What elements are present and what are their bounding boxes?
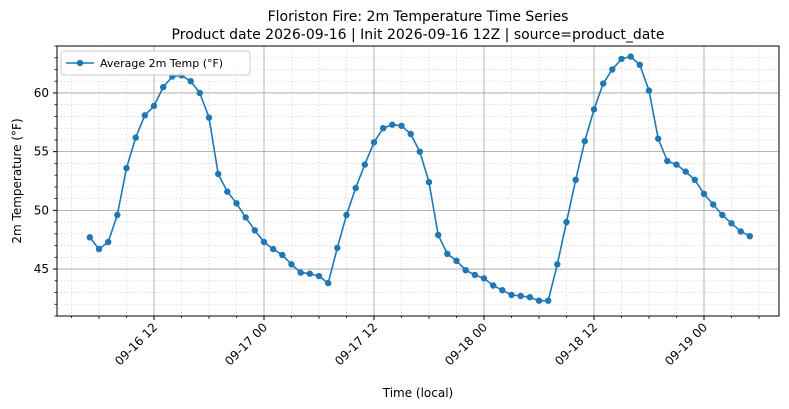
data-point xyxy=(728,220,735,227)
y-tick-label: 50 xyxy=(34,203,49,217)
data-point xyxy=(297,269,304,276)
data-point xyxy=(288,261,295,268)
data-point xyxy=(260,238,268,246)
chart-subtitle: Product date 2026-09-16 | Init 2026-09-1… xyxy=(172,27,665,43)
axis-ticks xyxy=(53,45,760,320)
data-point xyxy=(719,211,726,219)
data-point xyxy=(343,211,350,219)
data-point xyxy=(435,231,442,239)
data-point xyxy=(215,170,222,178)
data-point xyxy=(554,261,561,268)
data-point xyxy=(526,294,533,301)
data-point xyxy=(233,200,240,207)
data-point xyxy=(545,297,552,304)
major-gridlines xyxy=(57,46,779,316)
y-tick-label: 60 xyxy=(34,86,49,100)
data-point xyxy=(710,201,717,208)
data-point xyxy=(95,245,103,253)
data-point xyxy=(462,267,469,274)
data-point xyxy=(196,89,203,97)
data-point xyxy=(746,233,753,240)
data-point xyxy=(425,179,433,186)
data-point xyxy=(141,112,148,119)
data-point xyxy=(490,282,497,289)
data-point xyxy=(334,244,341,252)
data-point xyxy=(123,164,130,172)
data-point xyxy=(508,291,515,299)
x-tick-labels: 09-16 12 09-17 00 09-17 12 09-18 00 09-18 12… xyxy=(112,320,710,368)
data-point xyxy=(325,279,332,287)
data-point xyxy=(572,176,579,183)
data-point xyxy=(581,137,588,145)
data-point xyxy=(627,53,634,60)
data-point xyxy=(453,257,460,264)
data-point xyxy=(370,139,378,146)
data-point xyxy=(416,148,423,155)
data-point xyxy=(636,61,643,68)
y-axis-label: 2m Temperature (°F) xyxy=(10,118,24,243)
data-point xyxy=(499,287,506,294)
data-point xyxy=(150,102,158,110)
data-point xyxy=(279,251,286,259)
y-tick-label: 55 xyxy=(34,145,49,159)
data-point xyxy=(609,66,616,73)
data-point xyxy=(535,297,543,304)
x-tick-label: 09-16 12 xyxy=(112,320,160,368)
data-point xyxy=(645,87,653,94)
y-tick-label: 45 xyxy=(34,262,49,276)
x-axis-label: Time (local) xyxy=(382,386,454,400)
legend-box xyxy=(60,50,251,76)
data-point xyxy=(132,134,139,141)
data-point xyxy=(398,122,405,129)
data-point xyxy=(389,121,396,128)
data-point xyxy=(306,270,313,277)
data-point xyxy=(205,114,213,121)
data-point xyxy=(600,80,607,87)
data-point xyxy=(251,227,258,234)
chart-title: Floriston Fire: 2m Temperature Time Seri… xyxy=(268,9,569,25)
data-point xyxy=(242,214,249,221)
x-tick-label: 09-18 00 xyxy=(442,320,490,368)
legend: Average 2m Temp (°F) xyxy=(60,50,251,76)
data-point xyxy=(114,211,121,219)
y-tick-labels: 45 50 55 60 xyxy=(34,86,49,276)
x-tick-label: 09-17 00 xyxy=(222,320,270,368)
data-point xyxy=(407,130,414,138)
data-point xyxy=(160,83,167,91)
data-point xyxy=(673,161,680,168)
data-point xyxy=(691,176,698,183)
data-point xyxy=(480,275,488,282)
x-tick-label: 09-19 00 xyxy=(662,320,710,368)
data-point xyxy=(105,238,112,246)
legend-label: Average 2m Temp (°F) xyxy=(100,57,223,70)
data-point xyxy=(187,78,194,85)
data-point xyxy=(590,106,598,113)
plot-frame xyxy=(56,45,780,317)
data-point xyxy=(655,135,662,142)
data-point xyxy=(664,157,671,165)
data-point xyxy=(270,245,277,253)
data-point xyxy=(618,55,625,63)
data-point xyxy=(224,188,231,195)
data-point xyxy=(737,228,744,235)
series-points xyxy=(86,53,753,304)
data-point xyxy=(471,271,478,279)
data-point xyxy=(563,218,570,226)
x-tick-label: 09-18 12 xyxy=(552,320,600,368)
data-point xyxy=(315,272,323,280)
data-point xyxy=(361,161,368,168)
data-point xyxy=(517,292,524,300)
data-point xyxy=(352,184,359,192)
legend-marker-swatch xyxy=(76,59,84,67)
data-point xyxy=(444,250,451,257)
data-point xyxy=(86,234,94,241)
data-point xyxy=(380,125,387,132)
x-tick-label: 09-17 12 xyxy=(332,320,380,368)
data-point xyxy=(700,190,708,198)
data-point xyxy=(682,168,689,175)
